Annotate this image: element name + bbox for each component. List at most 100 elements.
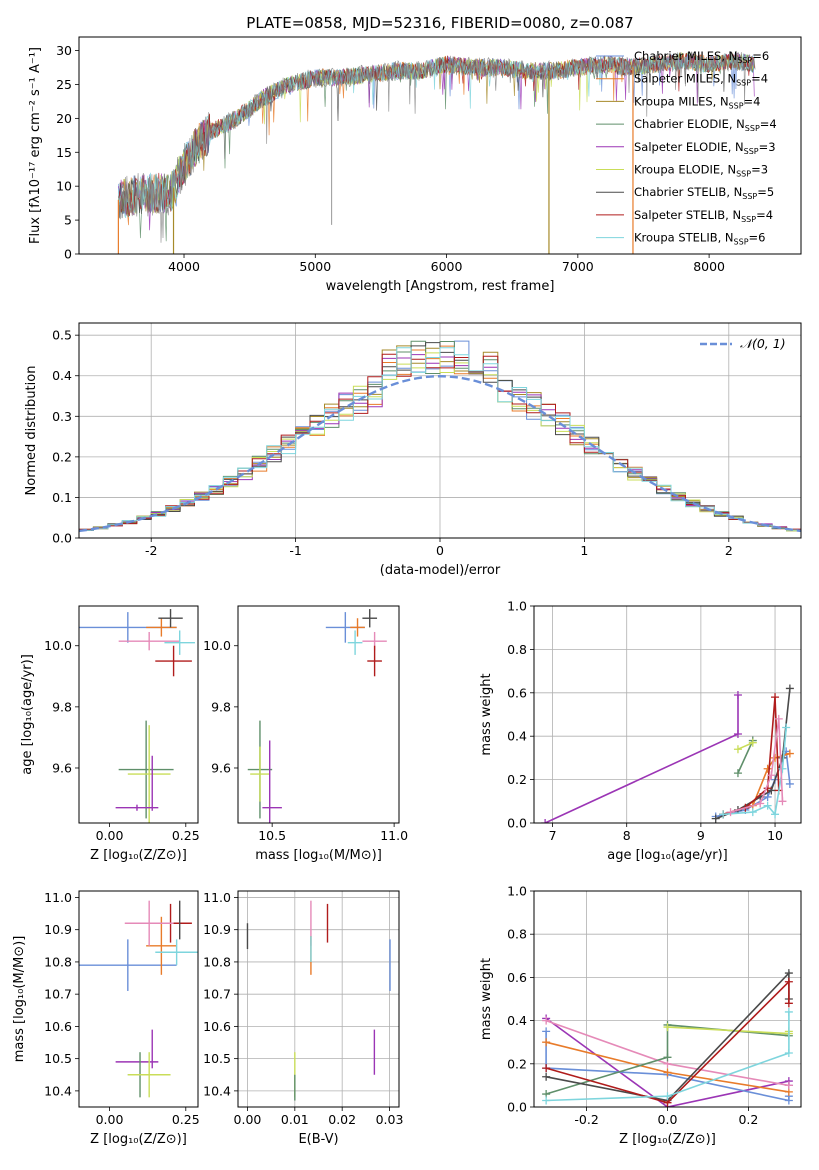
- y-tick-label: 10.4: [44, 1083, 72, 1098]
- x-axis-label: wavelength [Angstrom, rest frame]: [326, 279, 555, 294]
- weight-marker: [663, 1092, 672, 1101]
- y-tick-label: 0.0: [52, 531, 72, 546]
- y-tick-label: 10.5: [44, 1051, 72, 1066]
- y-tick-label: 10: [56, 179, 72, 194]
- legend-name: Salpeter STELIB, N: [634, 208, 741, 222]
- panel-residuals: -2 -1 0 1 2 0.0 0.1 0.2 0.3 0.4 0.5 (data-model)/er…: [24, 322, 802, 578]
- weight-line: [546, 1012, 790, 1102]
- legend-sub: SSP: [737, 56, 752, 65]
- plot-area-z_mass: [79, 900, 198, 1098]
- weight-line: [737, 740, 754, 774]
- y-tick-label: 9.6: [52, 760, 72, 775]
- axes-frame: [78, 322, 802, 539]
- x-tick-label: 0.25: [172, 1112, 200, 1127]
- x-axis-label: Z [log₁₀(Z/Z⊙)]: [619, 1132, 716, 1147]
- x-tick-label: 0.03: [376, 1112, 404, 1127]
- x-tick-label: 8: [623, 828, 631, 843]
- weight-marker: [733, 690, 742, 699]
- y-tick-label: 10.8: [44, 954, 72, 969]
- y-tick-label: 0.1: [52, 490, 72, 505]
- y-tick-label: 0.6: [507, 970, 527, 985]
- axes-frame: [237, 605, 400, 824]
- x-tick-label: 0.2: [738, 1112, 758, 1127]
- y-tick-label: 10.8: [203, 954, 231, 969]
- x-tick-label: 0.00: [96, 828, 124, 843]
- weight-marker: [542, 1027, 551, 1036]
- x-tick-label: 5000: [299, 259, 331, 274]
- x-tick-label: 9: [697, 828, 705, 843]
- y-tick-label: 0.0: [507, 1100, 527, 1115]
- y-tick-label: 10.4: [203, 1083, 231, 1098]
- axes-frame: [533, 890, 802, 1108]
- legend-name: Kroupa MILES, N: [634, 94, 729, 108]
- legend-sub: SSP: [742, 192, 757, 201]
- legend-name: Kroupa ELODIE, N: [634, 163, 736, 177]
- y-tick-label: 10.0: [44, 638, 72, 653]
- weight-marker: [663, 1053, 672, 1062]
- y-tick-label: 10.5: [203, 1051, 231, 1066]
- weight-marker: [771, 693, 780, 702]
- legend-name: Salpeter MILES, N: [634, 72, 736, 86]
- legend-name: Chabrier STELIB, N: [634, 185, 742, 199]
- legend-entry: Chabrier MILES, NSSP=6: [634, 49, 769, 65]
- panel-z_age: 0.00 0.25 9.6 9.8 10.0 Z [log₁₀(Z/Z⊙)] age [lo…: [20, 605, 200, 863]
- plot-area-age_weight: [541, 684, 794, 823]
- legend-name: Kroupa STELIB, N: [634, 231, 734, 245]
- histogram-series: [79, 352, 801, 532]
- weight-marker: [542, 1096, 551, 1105]
- legend-entry: Chabrier ELODIE, NSSP=4: [634, 117, 777, 133]
- y-tick-label: 11.0: [203, 890, 231, 905]
- y-tick-label: 0.3: [52, 409, 72, 424]
- legend-n: =6: [752, 49, 769, 63]
- weight-marker: [784, 969, 793, 978]
- legend-n: =6: [749, 231, 766, 245]
- y-tick-label: 20: [56, 111, 72, 126]
- y-tick-label: 0.2: [507, 1056, 527, 1071]
- weight-line: [723, 727, 787, 817]
- observed-spectrum: [118, 50, 756, 243]
- legend-entry: Salpeter STELIB, NSSP=4: [634, 208, 773, 224]
- x-tick-label: 0.02: [328, 1112, 356, 1127]
- legend-name: Chabrier ELODIE, N: [634, 117, 745, 131]
- y-tick-label: 1.0: [507, 884, 527, 899]
- legend-gaussian: 𝒩(0, 1): [740, 336, 786, 351]
- panel-z_weight: -0.2 0.0 0.2 0.0 0.2 0.4 0.6 0.8 1.0 Z [log₁₀(Z/Z…: [479, 884, 802, 1147]
- y-axis-label: mass weight: [479, 958, 494, 1040]
- axes-frame: [78, 605, 199, 824]
- legend-entry: Chabrier STELIB, NSSP=5: [634, 185, 774, 201]
- y-tick-label: 10.0: [203, 638, 231, 653]
- y-tick-label: 0.4: [507, 1013, 527, 1028]
- weight-line: [544, 695, 739, 823]
- y-tick-label: 0.4: [507, 729, 527, 744]
- histogram-series: [79, 347, 801, 531]
- weight-marker: [748, 738, 757, 747]
- weight-marker: [756, 799, 765, 808]
- plot-area-z_age: [79, 609, 195, 823]
- y-axis-label: mass [log₁₀(M/M⊙)]: [12, 936, 27, 1063]
- y-tick-label: 0.0: [507, 816, 527, 831]
- y-tick-label: 0.8: [507, 927, 527, 942]
- legend-entry: Kroupa STELIB, NSSP=6: [634, 231, 765, 247]
- legend-entry: Kroupa MILES, NSSP=4: [634, 94, 760, 110]
- x-tick-label: 4000: [168, 259, 200, 274]
- weight-marker: [784, 1081, 793, 1090]
- weight-marker: [726, 808, 735, 817]
- legend-name: Salpeter ELODIE, N: [634, 140, 744, 154]
- weight-marker: [748, 808, 757, 817]
- y-tick-label: 9.6: [211, 760, 231, 775]
- x-axis-label: E(B-V): [298, 1132, 338, 1147]
- y-axis-label: Normed distribution: [24, 366, 39, 496]
- y-axis-label: age [log₁₀(age/yr)]: [20, 654, 35, 775]
- y-tick-label: 15: [56, 145, 72, 160]
- y-tick-label: 5: [64, 213, 72, 228]
- y-tick-label: 25: [56, 77, 72, 92]
- weight-marker: [784, 1049, 793, 1057]
- weight-marker: [763, 764, 772, 773]
- legend-entry: Salpeter MILES, NSSP=4: [634, 72, 768, 88]
- legend-n: =4: [760, 117, 777, 131]
- x-tick-label: -1: [289, 543, 301, 558]
- gaussian-curve: [79, 374, 801, 533]
- weight-marker: [719, 810, 728, 819]
- figure-title: PLATE=0858, MJD=52316, FIBERID=0080, z=0…: [246, 14, 633, 32]
